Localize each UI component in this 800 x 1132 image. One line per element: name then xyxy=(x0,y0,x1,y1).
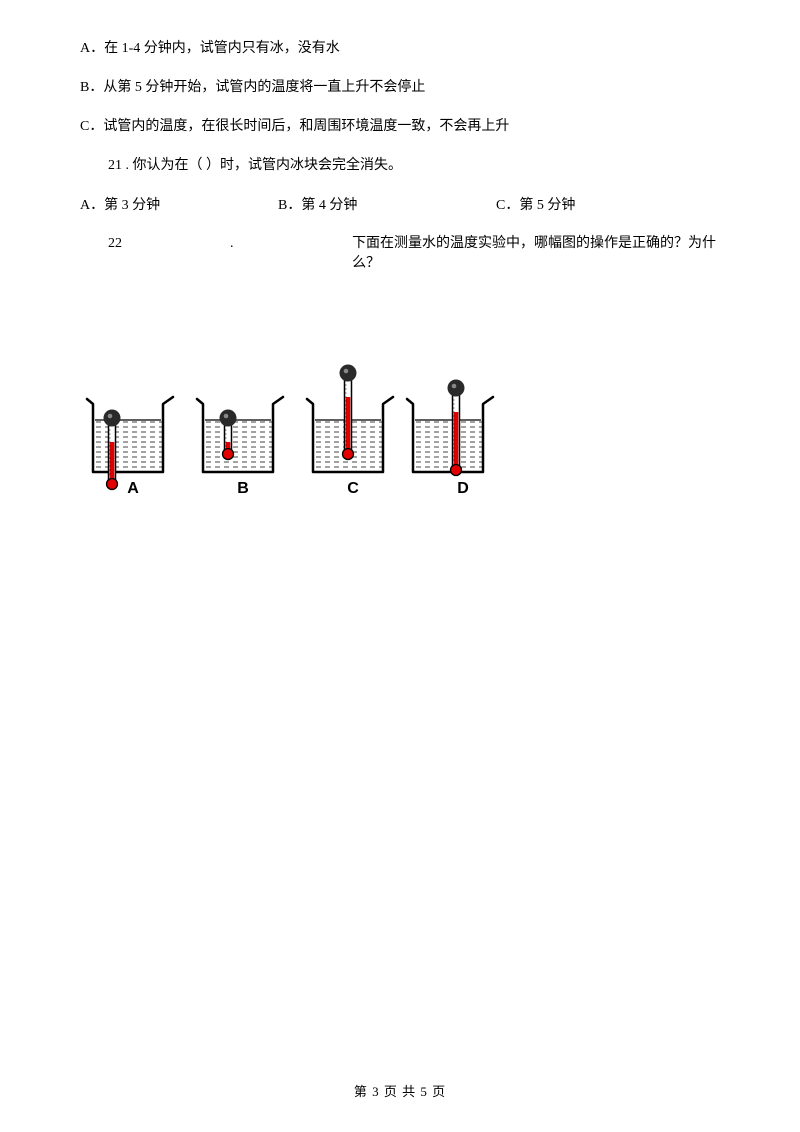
q22-number: 22 xyxy=(80,236,230,252)
label-b: B xyxy=(188,480,298,498)
q22-text: 下面在测量水的温度实验中，哪幅图的操作是正确的？为什么？ xyxy=(352,232,720,272)
thermometer-diagram xyxy=(78,302,518,502)
q21-opt-c: C．第 5 分钟 xyxy=(496,194,575,214)
label-d: D xyxy=(408,480,518,498)
question-21: 21 . 你认为在（ ）时，试管内冰块会完全消失。 xyxy=(80,155,720,176)
experiment-figure: A B C D xyxy=(78,302,518,502)
label-a: A xyxy=(78,480,188,498)
question-22: 22 . 下面在测量水的温度实验中，哪幅图的操作是正确的？为什么？ xyxy=(80,232,720,272)
q21-opt-b: B．第 4 分钟 xyxy=(278,194,496,214)
q21-opt-a: A．第 3 分钟 xyxy=(80,194,278,214)
q21-options: A．第 3 分钟 B．第 4 分钟 C．第 5 分钟 xyxy=(80,194,720,214)
option-a: A．在 1-4 分钟内，试管内只有冰，没有水 xyxy=(80,38,720,59)
figure-labels: A B C D xyxy=(78,480,518,498)
q22-dot: . xyxy=(230,236,352,252)
document-page: A．在 1-4 分钟内，试管内只有冰，没有水 B．从第 5 分钟开始，试管内的温… xyxy=(0,0,800,1132)
option-b: B．从第 5 分钟开始，试管内的温度将一直上升不会停止 xyxy=(80,77,720,98)
label-c: C xyxy=(298,480,408,498)
option-c: C．试管内的温度，在很长时间后，和周围环境温度一致，不会再上升 xyxy=(80,116,720,137)
page-footer: 第 3 页 共 5 页 xyxy=(0,1081,800,1100)
